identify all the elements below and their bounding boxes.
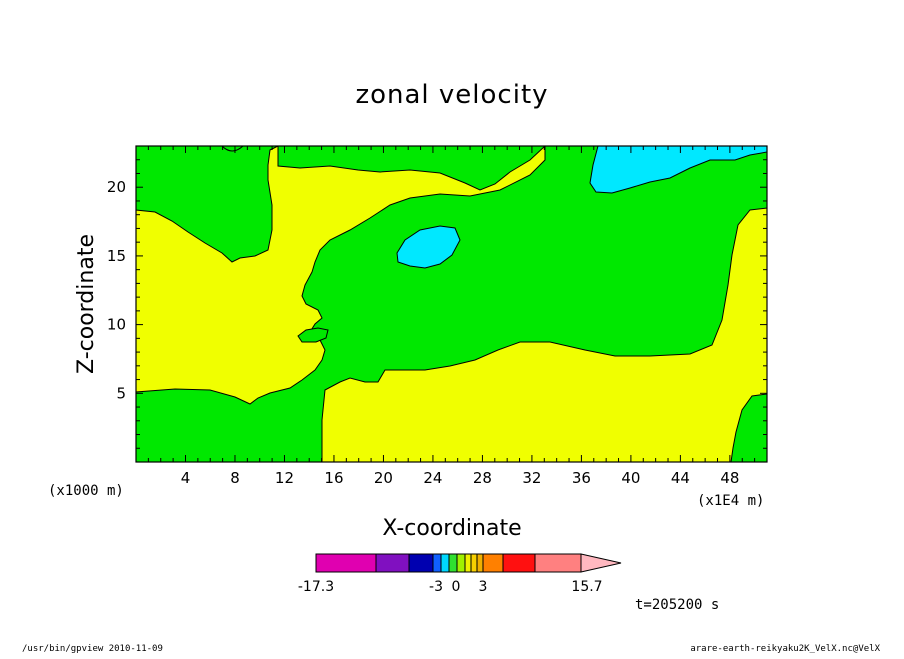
y-axis-title: Z-coordinate — [74, 234, 99, 374]
contour-small-arc — [221, 145, 244, 152]
plot-area — [135, 145, 768, 463]
colorbar-label: 3 — [479, 579, 488, 595]
plot-frame — [135, 145, 768, 463]
colorbar-segment — [470, 553, 478, 573]
y-tick-label: 5 — [116, 384, 126, 402]
green-region-main — [135, 145, 768, 463]
x-tick-label: 32 — [522, 469, 541, 487]
colorbar-segment — [476, 553, 484, 573]
x-tick-label: 8 — [230, 469, 240, 487]
colorbar-segment — [315, 553, 377, 573]
colorbar-segment — [440, 553, 450, 573]
y-tick-label: 10 — [107, 316, 126, 334]
x-tick-label: 40 — [621, 469, 640, 487]
time-label: t=205200 s — [635, 597, 719, 613]
y-tick-label: 15 — [107, 247, 126, 265]
y-tick-label: 20 — [107, 178, 126, 196]
footer-right: arare-earth-reikyaku2K_VelX.nc@VelX — [690, 644, 880, 654]
chart-title: zonal velocity — [355, 80, 548, 110]
x-tick-label: 44 — [671, 469, 690, 487]
x-tick-label: 16 — [324, 469, 343, 487]
cyan-region-top-right — [589, 145, 768, 194]
colorbar — [315, 553, 622, 573]
y-unit-label: (x1000 m) — [48, 483, 124, 499]
x-tick-label: 20 — [374, 469, 393, 487]
colorbar-segment — [456, 553, 466, 573]
colorbar-label: -3 — [429, 579, 443, 595]
x-tick-label: 4 — [181, 469, 191, 487]
x-unit-label: (x1E4 m) — [697, 493, 764, 509]
colorbar-extension-arrow — [580, 553, 622, 573]
cyan-region-middle — [396, 225, 461, 269]
x-tick-label: 28 — [473, 469, 492, 487]
y-axis-ticks: 5 10 15 20 — [107, 159, 767, 449]
colorbar-segment — [432, 553, 442, 573]
x-axis-ticks: 4 8 12 16 20 24 28 32 36 40 44 48 — [147, 146, 756, 487]
colorbar-segment — [408, 553, 434, 573]
green-region-top-left — [135, 145, 279, 263]
x-tick-label: 48 — [720, 469, 739, 487]
colorbar-segment — [448, 553, 458, 573]
colorbar-segment — [375, 553, 410, 573]
x-axis-title: X-coordinate — [382, 516, 521, 541]
colorbar-label: -17.3 — [298, 579, 334, 595]
colorbar-labels: -17.3 -3 0 3 15.7 — [298, 579, 603, 595]
colorbar-segment — [482, 553, 504, 573]
green-region-small-blob — [297, 327, 329, 343]
x-tick-label: 12 — [275, 469, 294, 487]
colorbar-segment — [502, 553, 536, 573]
colorbar-segment — [534, 553, 582, 573]
footer-left: /usr/bin/gpview 2010-11-09 — [22, 644, 163, 654]
colorbar-label: 15.7 — [571, 579, 602, 595]
colorbar-segment — [464, 553, 472, 573]
colorbar-label: 0 — [452, 579, 461, 595]
x-tick-label: 24 — [423, 469, 442, 487]
x-tick-label: 36 — [572, 469, 591, 487]
